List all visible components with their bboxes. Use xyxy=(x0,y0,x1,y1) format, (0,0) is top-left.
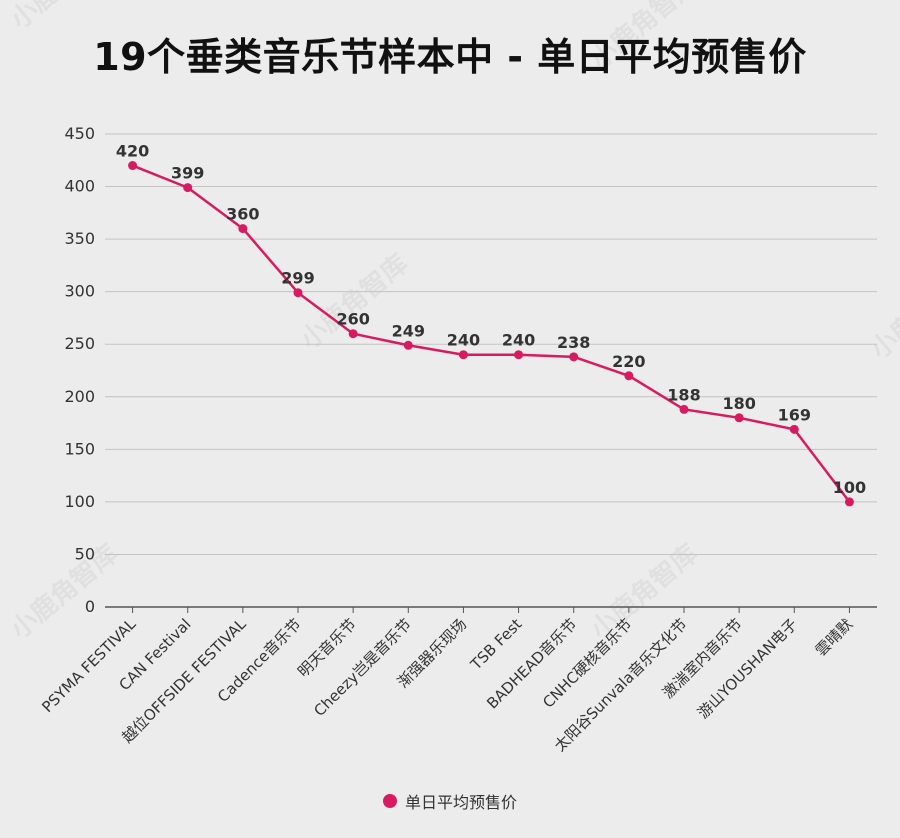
data-point xyxy=(183,183,193,193)
data-point xyxy=(624,371,634,381)
data-label: 399 xyxy=(171,164,204,183)
data-label: 260 xyxy=(336,310,369,329)
data-label: 169 xyxy=(778,405,811,424)
y-tick-label: 100 xyxy=(64,492,95,511)
y-tick-label: 0 xyxy=(85,597,95,616)
y-tick-label: 350 xyxy=(64,229,95,248)
data-point xyxy=(569,352,579,362)
data-label: 100 xyxy=(833,478,866,497)
data-point xyxy=(679,404,689,414)
watermark-layer: 小鹿角智库小鹿角智库小鹿角智库小鹿角智库小鹿角智库小鹿角智库 xyxy=(5,0,900,645)
x-category-label: 雲晴默 xyxy=(812,615,857,660)
gridlines xyxy=(105,133,877,555)
chart-title: 19个垂类音乐节样本中 - 单日平均预售价 xyxy=(93,35,807,79)
data-label: 220 xyxy=(612,352,645,371)
series-line-path xyxy=(132,164,851,503)
y-tick-label: 300 xyxy=(64,282,95,301)
y-tick-label: 450 xyxy=(64,124,95,143)
data-label: 420 xyxy=(116,142,149,161)
data-point xyxy=(734,413,744,423)
y-tick-label: 50 xyxy=(75,544,95,563)
data-points xyxy=(128,161,854,507)
watermark-text: 小鹿角智库 xyxy=(5,0,125,35)
x-category-label: Cheezy岂是音乐节 xyxy=(310,615,415,720)
data-label: 249 xyxy=(392,321,425,340)
data-label: 188 xyxy=(667,385,700,404)
series-line xyxy=(132,164,851,503)
data-labels: 420 399 360 299 260 249 240 240 238 220 188 180 169 1… xyxy=(116,142,866,497)
data-point xyxy=(348,329,358,339)
data-point xyxy=(458,350,468,360)
data-label: 240 xyxy=(502,331,535,350)
data-label: 238 xyxy=(557,333,590,352)
data-label: 240 xyxy=(447,331,480,350)
watermark-text: 小鹿角智库 xyxy=(865,258,900,365)
data-point xyxy=(844,497,854,507)
data-point xyxy=(128,161,138,171)
data-point xyxy=(403,340,413,350)
data-label: 299 xyxy=(281,269,314,288)
legend-marker xyxy=(382,794,397,808)
data-point xyxy=(789,424,799,434)
x-category-label: 游山YOUSHAN电子 xyxy=(694,615,801,722)
data-point xyxy=(238,224,248,234)
y-tick-label: 250 xyxy=(64,334,95,353)
data-label: 180 xyxy=(722,394,755,413)
data-point xyxy=(293,288,303,298)
data-point xyxy=(514,350,524,360)
x-category-label: PSYMA FESTIVAL xyxy=(38,615,139,716)
data-label: 360 xyxy=(226,205,259,224)
legend-label: 单日平均预售价 xyxy=(404,793,517,812)
watermark-text: 小鹿角智库 xyxy=(585,0,705,75)
legend: 单日平均预售价 xyxy=(0,789,900,813)
y-tick-label: 200 xyxy=(64,387,95,406)
y-tick-label: 400 xyxy=(64,177,95,196)
y-tick-label: 150 xyxy=(64,439,95,458)
y-axis-ticks: 0 50 100 150 200 250 300 350 400 450 xyxy=(64,124,95,616)
